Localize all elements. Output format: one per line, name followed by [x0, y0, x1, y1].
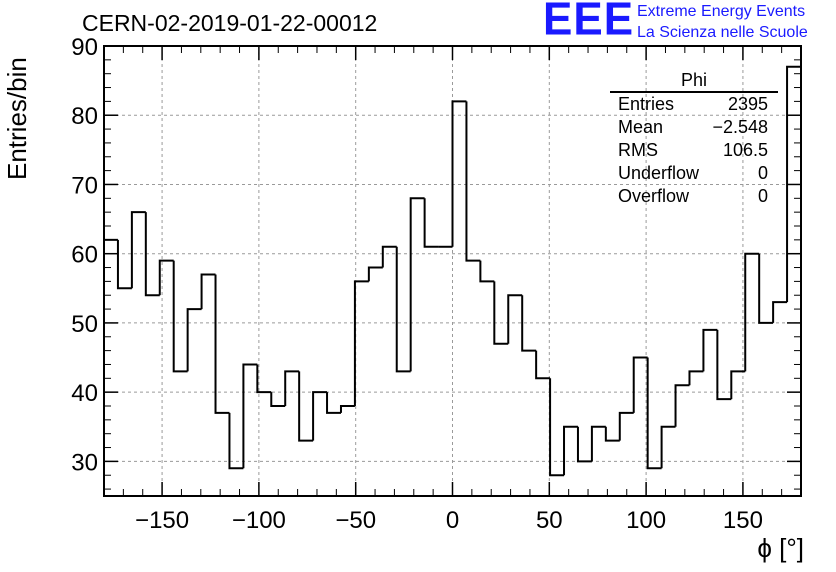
- histogram-bin: [451, 100, 467, 247]
- x-tick-label: 100: [626, 507, 666, 534]
- histogram-bin: [674, 384, 690, 427]
- tick-labels: −150 −100 −50 0 50 100 150 30 40 50 60 70 80 90: [71, 34, 763, 534]
- histogram-bin: [563, 425, 578, 476]
- histogram-bin: [716, 329, 732, 401]
- run-title: CERN-02-2019-01-22-00012: [82, 10, 378, 36]
- x-tick-label: −100: [232, 507, 286, 534]
- histogram-bin: [493, 281, 509, 345]
- stats-value: 0: [757, 186, 768, 206]
- histogram-bin: [535, 350, 551, 380]
- y-tick-label: 30: [71, 449, 98, 476]
- histogram-bin: [312, 391, 328, 441]
- x-tick-label: 150: [723, 507, 763, 534]
- histogram-bin: [423, 198, 439, 248]
- y-tick-label: 90: [71, 34, 98, 61]
- stats-value: −2.548: [712, 117, 768, 137]
- histogram-bin: [256, 364, 272, 394]
- histogram-bin: [660, 425, 676, 469]
- histogram-bin: [549, 378, 565, 477]
- stats-value: 2395: [727, 94, 768, 114]
- histogram-bin: [353, 280, 369, 406]
- eee-logo-line1: Extreme Energy Events: [637, 3, 806, 20]
- histogram-bin: [270, 392, 286, 407]
- histogram-bin: [702, 328, 718, 372]
- y-axis-label: Entries/bin: [2, 57, 32, 180]
- histogram-bin: [326, 392, 341, 414]
- stats-title: Phi: [610, 70, 778, 93]
- histogram-bin: [590, 425, 606, 462]
- histogram-bin: [339, 405, 355, 413]
- stats-row-entries: Entries 2395: [610, 93, 778, 116]
- x-tick-label: 0: [446, 507, 459, 534]
- eee-logo: EEE: [543, 0, 635, 46]
- histogram-bin: [116, 239, 132, 290]
- histogram-bin: [298, 371, 314, 442]
- y-tick-label: 60: [71, 242, 98, 269]
- stats-label: Underflow: [618, 163, 700, 183]
- y-tick-label: 70: [71, 172, 98, 199]
- stats-label: Overflow: [618, 186, 690, 206]
- histogram-bin: [772, 301, 788, 323]
- stats-row-overflow: Overflow 0: [610, 185, 778, 208]
- stats-label: Entries: [618, 94, 675, 114]
- histogram-bin: [367, 266, 383, 282]
- histogram-bin: [172, 260, 188, 373]
- stats-value: 106.5: [722, 140, 768, 160]
- stats-row-rms: RMS 106.5: [610, 139, 778, 162]
- x-tick-label: −50: [335, 507, 376, 534]
- histogram-bin: [618, 411, 634, 441]
- stats-label: RMS: [618, 140, 658, 160]
- eee-logo-line2: La Scienza nelle Scuole: [637, 24, 808, 41]
- axes: [103, 45, 802, 497]
- histogram-bin: [284, 370, 300, 406]
- stats-value: 0: [757, 163, 768, 183]
- histogram-bin: [395, 246, 411, 373]
- histogram-bars: [104, 65, 801, 477]
- histogram-bin: [688, 370, 704, 386]
- histogram-bin: [786, 65, 801, 303]
- stats-box: Phi Entries 2395 Mean −2.548 RMS 106.5 U…: [610, 70, 778, 208]
- histogram-bin: [730, 370, 746, 400]
- histogram-bin: [200, 273, 216, 310]
- histogram-bin: [144, 212, 160, 297]
- y-tick-label: 40: [71, 380, 98, 407]
- histogram-bin: [576, 426, 592, 463]
- histogram-bin: [604, 426, 620, 442]
- histogram-bin: [632, 356, 648, 413]
- histogram-bin: [758, 253, 774, 324]
- stats-label: Mean: [618, 117, 664, 137]
- histogram-bin: [381, 245, 397, 268]
- histogram-bin: [409, 197, 425, 372]
- histogram-bin: [130, 211, 146, 289]
- stats-row-mean: Mean −2.548: [610, 116, 778, 139]
- histogram-bin: [242, 363, 258, 469]
- histogram-bin: [521, 295, 537, 352]
- y-tick-label: 50: [71, 311, 98, 338]
- histogram-bin: [479, 260, 495, 283]
- x-tick-label: −150: [135, 507, 189, 534]
- histogram-bin: [186, 308, 202, 372]
- histogram-bin: [465, 101, 481, 262]
- x-axis-label: ϕ [°]: [757, 533, 804, 563]
- histogram-bin: [646, 357, 662, 470]
- y-tick-label: 80: [71, 103, 98, 130]
- histogram-bin: [507, 294, 523, 344]
- histogram-bin: [214, 274, 230, 414]
- x-tick-label: 50: [536, 507, 563, 534]
- histogram-bin: [228, 412, 244, 470]
- histogram-bin: [158, 259, 174, 296]
- stats-row-underflow: Underflow 0: [610, 162, 778, 185]
- histogram-bin: [744, 252, 760, 372]
